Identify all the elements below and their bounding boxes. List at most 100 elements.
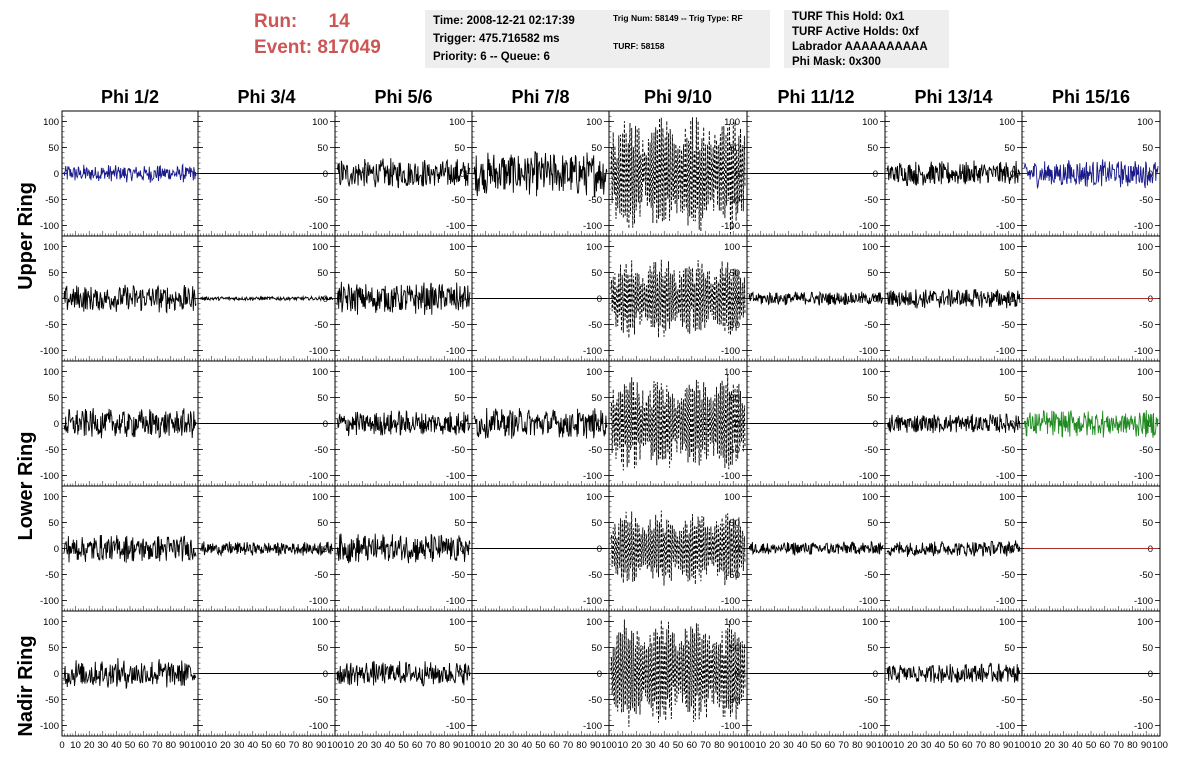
waveform-trace: [1023, 159, 1159, 190]
column-title: Phi 5/6: [374, 87, 432, 107]
xtick-label: 100: [190, 740, 206, 751]
ytick-label: -50: [588, 695, 602, 706]
xtick-label: 20: [220, 740, 231, 751]
xtick-label: 60: [1100, 740, 1111, 751]
ytick-label: -50: [314, 695, 328, 706]
xtick-label: 10: [206, 740, 217, 751]
ytick-label: 100: [312, 367, 328, 378]
xtick-label: 30: [783, 740, 794, 751]
waveform-trace: [610, 619, 746, 727]
ytick-label: -50: [1001, 695, 1015, 706]
ytick-label: -100: [309, 221, 328, 232]
ytick-label: 100: [724, 617, 740, 628]
ytick-label: 0: [597, 419, 602, 430]
ytick-label: 100: [999, 492, 1015, 503]
ytick-label: -100: [996, 721, 1015, 732]
ytick-label: -100: [721, 471, 740, 482]
ytick-label: 50: [591, 143, 602, 154]
ytick-label: -50: [45, 695, 59, 706]
ytick-label: 50: [591, 268, 602, 279]
ytick-label: -50: [726, 570, 740, 581]
xtick-label: 60: [138, 740, 149, 751]
ytick-label: -50: [1001, 320, 1015, 331]
ytick-label: -100: [40, 471, 59, 482]
waveform-trace: [610, 117, 746, 234]
xtick-label: 40: [1072, 740, 1083, 751]
ytick-label: 50: [1004, 518, 1015, 529]
ytick-label: 100: [43, 117, 59, 128]
ytick-label: -100: [1134, 721, 1153, 732]
xtick-label: 80: [302, 740, 313, 751]
turf-active-text: TURF Active Holds: 0xf: [792, 26, 919, 38]
ytick-label: 100: [586, 117, 602, 128]
waveform-trace: [473, 407, 608, 439]
ytick-label: -100: [40, 346, 59, 357]
waveform-trace: [610, 374, 746, 471]
ytick-label: -50: [1139, 195, 1153, 206]
xtick-label: 40: [659, 740, 670, 751]
ytick-label: 50: [867, 643, 878, 654]
xtick-label: 20: [631, 740, 642, 751]
ytick-label: 0: [597, 294, 602, 305]
waveform-trace: [336, 158, 471, 189]
event-value: 817049: [317, 37, 381, 58]
waveform-trace: [886, 413, 1021, 434]
ytick-label: -100: [309, 721, 328, 732]
ytick-label: -100: [859, 221, 878, 232]
ytick-label: 100: [1137, 242, 1153, 253]
phi-mask-text: Phi Mask: 0x300: [792, 56, 881, 68]
xtick-label: 90: [1003, 740, 1014, 751]
waveform-trace: [473, 151, 608, 198]
xtick-label: 40: [248, 740, 259, 751]
xtick-label: 50: [948, 740, 959, 751]
xtick-label: 60: [412, 740, 423, 751]
waveform-trace: [886, 160, 1021, 187]
labrador-text: Labrador AAAAAAAAAA: [792, 41, 928, 53]
ytick-label: 100: [43, 242, 59, 253]
xtick-label: 60: [549, 740, 560, 751]
turf-hold-text: TURF This Hold: 0x1: [792, 11, 905, 23]
ytick-label: -50: [1001, 195, 1015, 206]
ytick-label: 100: [449, 492, 465, 503]
xtick-label: 80: [714, 740, 725, 751]
ytick-label: 0: [54, 169, 59, 180]
xtick-label: 20: [357, 740, 368, 751]
xtick-label: 90: [316, 740, 327, 751]
ytick-label: 100: [724, 367, 740, 378]
waveform-trace: [63, 408, 197, 439]
ytick-label: -50: [864, 695, 878, 706]
ytick-label: 50: [1004, 268, 1015, 279]
xtick-label: 100: [739, 740, 755, 751]
xtick-label: 60: [962, 740, 973, 751]
time-text: Time: 2008-12-21 02:17:39: [433, 15, 575, 27]
xtick-label: 50: [398, 740, 409, 751]
ytick-label: 100: [724, 492, 740, 503]
ytick-label: -50: [1139, 695, 1153, 706]
ytick-label: 0: [873, 169, 878, 180]
ytick-label: 0: [1148, 669, 1153, 680]
ytick-label: -50: [864, 320, 878, 331]
ytick-label: 50: [454, 518, 465, 529]
ytick-label: 100: [862, 617, 878, 628]
ring-label: Nadir Ring: [15, 635, 37, 736]
xtick-label: 40: [385, 740, 396, 751]
ytick-label: 50: [867, 268, 878, 279]
run-line: Run: 14: [254, 11, 350, 33]
xtick-label: 70: [838, 740, 849, 751]
ytick-label: 50: [1142, 393, 1153, 404]
ytick-label: -50: [45, 445, 59, 456]
ytick-label: 0: [597, 669, 602, 680]
ytick-label: 50: [591, 518, 602, 529]
xtick-label: 70: [1113, 740, 1124, 751]
ytick-label: -100: [446, 346, 465, 357]
ytick-label: -100: [859, 346, 878, 357]
xtick-label: 30: [234, 740, 245, 751]
column-title: Phi 11/12: [777, 87, 854, 107]
xtick-label: 10: [343, 740, 354, 751]
event-label: Event:: [254, 37, 313, 58]
ytick-label: -100: [996, 471, 1015, 482]
ytick-label: 50: [317, 643, 328, 654]
ytick-label: -100: [309, 346, 328, 357]
ytick-label: 50: [1004, 643, 1015, 654]
